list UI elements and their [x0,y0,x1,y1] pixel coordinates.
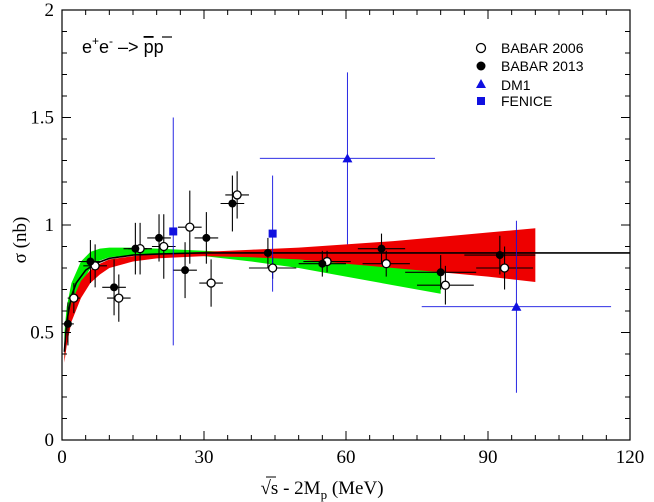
legend-marker-babar2006 [475,42,487,54]
data-point [169,227,178,236]
legend-label-dm1: DM1 [501,77,531,93]
data-point [63,319,72,328]
data-point [342,153,353,163]
legend-label-babar2006: BABAR 2006 [501,40,584,56]
reaction-annotation: e+e- –> pp [82,34,164,57]
x-tick-label: 120 [616,447,645,468]
data-point [110,283,119,292]
data-point [263,248,272,257]
x-tick-label: 30 [195,447,214,468]
data-point [228,199,237,208]
data-point [69,293,79,303]
legend-marker-babar2013 [476,61,486,71]
data-point [159,241,169,252]
x-axis-title: √s - 2Mp (MeV) [260,478,383,502]
data-point [131,244,140,253]
x-tick-label: 90 [479,447,498,468]
x-tick-label: 0 [57,447,67,468]
red-band [64,228,536,363]
y-tick-label: 0.5 [30,323,54,344]
x-tick-label: 60 [337,447,356,468]
data-point [436,268,445,277]
y-axis-title: σ (nb) [10,217,31,264]
data-point [268,229,277,238]
legend: BABAR 2006 BABAR 2013 DM1 FENICE [475,40,584,109]
markers-layer [63,153,522,328]
data-point [267,263,278,273]
legend-label-fenice: FENICE [501,93,552,109]
y-tick-label: 1.5 [30,108,54,129]
data-point [232,190,242,200]
legend-marker-dm1 [476,79,486,88]
legend-marker-fenice [477,97,485,105]
data-point [381,259,391,269]
data-point [440,280,451,290]
legend-label-babar2013: BABAR 2013 [501,58,584,74]
data-point [206,278,216,288]
data-point [114,293,124,303]
y-tick-label: 0 [45,430,55,451]
data-point [377,244,386,253]
y-tick-label: 2 [45,0,55,21]
data-point [499,263,510,273]
data-point [495,251,504,260]
data-point [202,233,211,242]
data-point [181,266,190,275]
data-point [155,233,164,242]
data-point [511,301,522,311]
green-band [64,247,441,359]
tick-labels-layer: 0 30 60 90 120 0 0.5 1 1.5 2 [30,0,644,468]
bands-layer [64,228,536,363]
data-point [185,222,195,232]
data-point [318,259,327,268]
y-tick-label: 1 [45,215,55,236]
ticks-layer [61,9,631,441]
data-point [86,257,95,266]
